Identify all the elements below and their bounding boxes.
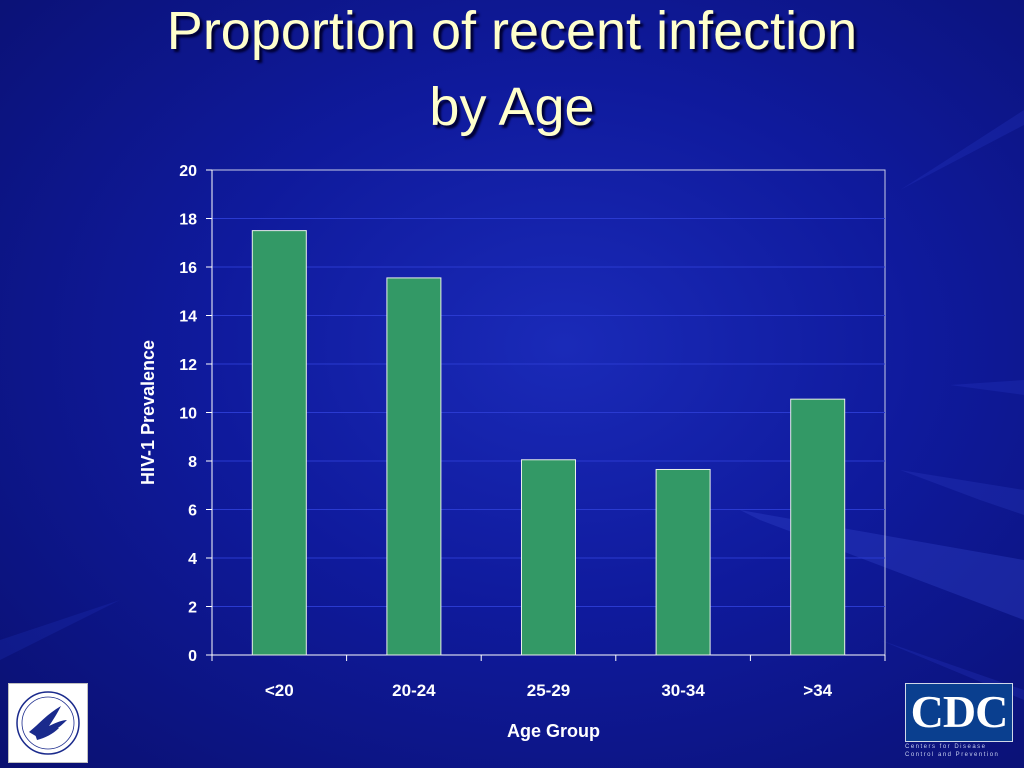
bar-5 xyxy=(790,398,846,656)
cdc-logo-text: CDC xyxy=(910,686,1009,737)
y-tick-label: 6 xyxy=(188,503,197,520)
y-tick-label: 0 xyxy=(188,648,197,665)
y-tick-label: 14 xyxy=(179,309,197,326)
slide-title: Proportion of recent infection by Age xyxy=(0,0,1024,150)
y-tick-label: 2 xyxy=(188,600,197,617)
y-tick-label: 10 xyxy=(179,406,197,423)
x-tick-label: <20 xyxy=(265,681,294,700)
cdc-subtitle-line2: Control and Prevention xyxy=(905,752,1000,758)
bar-4 xyxy=(655,468,711,656)
y-tick-label: 8 xyxy=(188,454,197,471)
cdc-logo-box: CDC xyxy=(905,683,1013,742)
bar-1 xyxy=(251,230,307,656)
slide-title-line1: Proportion of recent infection xyxy=(166,1,858,61)
x-tick-label: 25-29 xyxy=(527,681,570,700)
slide-title-line2: by Age xyxy=(429,77,595,137)
bar-2 xyxy=(386,277,442,656)
y-tick-label: 16 xyxy=(179,260,197,277)
x-axis-label: Age Group xyxy=(507,721,600,741)
y-tick-label: 20 xyxy=(179,163,197,180)
hhs-logo xyxy=(8,683,88,763)
cdc-logo-subtitle: Centers for Disease Control and Preventi… xyxy=(905,743,1013,759)
hhs-eagle-icon xyxy=(16,691,80,755)
x-tick-label: 20-24 xyxy=(392,681,436,700)
y-axis-label: HIV-1 Prevalence xyxy=(138,340,158,485)
x-tick-label: 30-34 xyxy=(661,681,705,700)
y-tick-label: 4 xyxy=(188,551,197,568)
cdc-subtitle-line1: Centers for Disease xyxy=(905,744,987,750)
cdc-logo: CDC Centers for Disease Control and Prev… xyxy=(905,683,1013,763)
y-tick-label: 12 xyxy=(179,357,197,374)
bar-3 xyxy=(521,459,576,656)
y-tick-label: 18 xyxy=(179,212,197,229)
x-tick-label: >34 xyxy=(803,681,832,700)
